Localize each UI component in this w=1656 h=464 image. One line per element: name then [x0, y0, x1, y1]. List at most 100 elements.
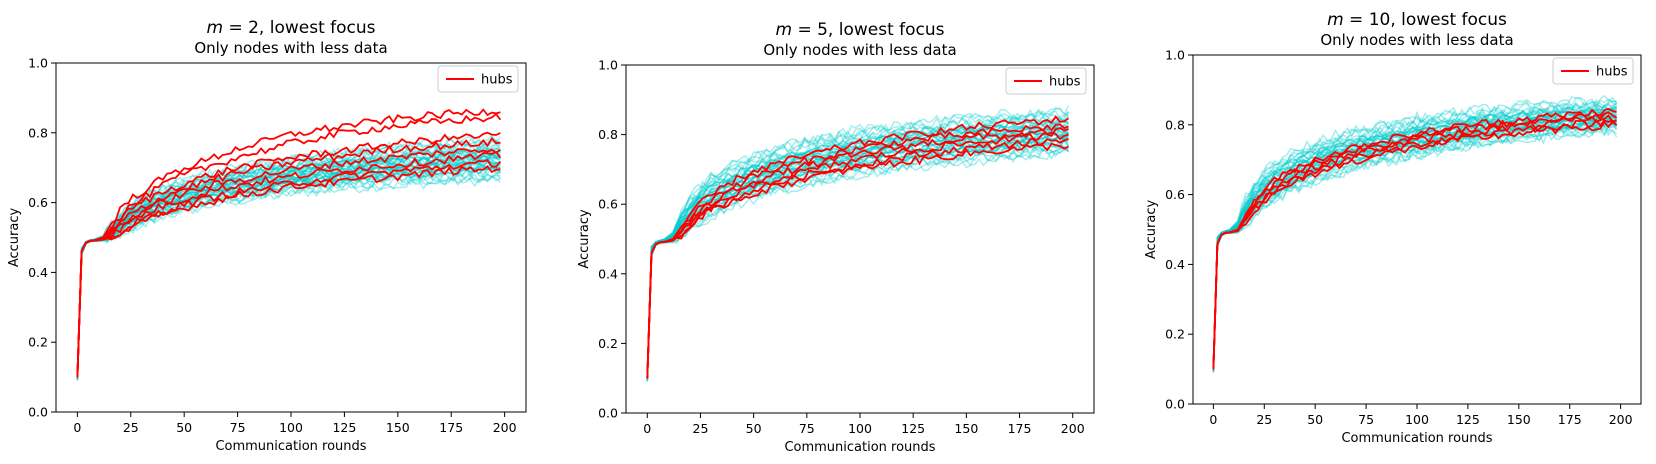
hub-series-line [76, 148, 501, 378]
y-axis-label: Accuracy [1144, 200, 1159, 260]
hub-series-line [76, 159, 502, 378]
x-tick-label: 25 [693, 421, 709, 436]
x-tick-label: 75 [230, 420, 246, 435]
x-tick-label: 175 [1558, 412, 1582, 427]
x-tick-label: 200 [1061, 421, 1085, 436]
hub-series-line [76, 131, 501, 378]
chart-panel-2: 0 25 50 75 100 125 150 175 200 0.0 0.2 0.4 0.6 0.8 1.0… [577, 20, 1095, 455]
legend-box [1552, 57, 1634, 85]
chart-panel-1: 0 25 50 75 100 125 150 175 200 0.0 0.2 0.4 0.6 0.8 1.0… [7, 18, 527, 454]
others-line [1212, 128, 1618, 373]
others-line [646, 120, 1069, 377]
chart-panel-3: 0 25 50 75 100 125 150 175 200 0.0 0.2 0.4 0.6 0.8 1.0… [1144, 10, 1642, 446]
hub-series-line [76, 137, 501, 378]
legend-label: hubs [1049, 75, 1081, 90]
others-line [1212, 98, 1617, 367]
chart-title-variable: m [775, 20, 792, 40]
y-tick-label: 0.8 [28, 125, 48, 140]
hub-series-line [76, 150, 502, 378]
others-line [1212, 101, 1618, 367]
axes-frame [55, 62, 527, 413]
chart-subtitle: Only nodes with less data [194, 39, 387, 57]
x-tick-label: 125 [332, 420, 356, 435]
hub-series-line [76, 108, 501, 378]
x-axis-label: Communication rounds [1341, 431, 1492, 446]
x-tick-label: 150 [1507, 412, 1531, 427]
y-tick-label: 0.6 [28, 195, 48, 210]
others-line [646, 105, 1070, 375]
others-line [1212, 114, 1618, 371]
plot-area [76, 108, 502, 381]
others-line [646, 144, 1070, 381]
x-tick-label: 0 [73, 420, 81, 435]
hub-series-line [646, 131, 1069, 379]
others-line [76, 173, 501, 381]
y-tick-label: 0.2 [28, 335, 48, 350]
hub-series-line [76, 165, 501, 378]
others-line [1212, 120, 1618, 371]
x-tick-label: 0 [643, 421, 651, 436]
y-tick-label: 1.0 [598, 58, 618, 73]
others-line [646, 134, 1070, 380]
others-line [646, 110, 1070, 376]
hub-series-line [646, 142, 1069, 379]
others-line [646, 110, 1070, 376]
others-line [76, 148, 501, 376]
y-tick-label: 0.8 [598, 127, 618, 142]
x-tick-label: 150 [954, 421, 978, 436]
y-tick-label: 0.4 [1165, 257, 1185, 272]
x-tick-label: 200 [493, 420, 517, 435]
x-axis-label: Communication rounds [215, 439, 366, 454]
chart-title: m = 5, lowest focus [775, 20, 944, 40]
others-line [646, 147, 1069, 382]
chart-title-text: = 2, lowest focus [223, 18, 376, 38]
y-tick-label: 1.0 [28, 56, 48, 71]
x-tick-label: 200 [1609, 412, 1633, 427]
x-tick-label: 100 [848, 421, 872, 436]
chart-subtitle: Only nodes with less data [763, 41, 956, 59]
hub-series-line [1212, 118, 1618, 370]
chart-subtitle: Only nodes with less data [1320, 31, 1513, 49]
x-tick-label: 175 [439, 420, 463, 435]
hub-series-line [76, 112, 502, 378]
others-line [1212, 123, 1618, 373]
others-line [1212, 104, 1618, 368]
legend-label: hubs [1596, 65, 1628, 80]
x-tick-label: 125 [901, 421, 925, 436]
x-tick-label: 50 [176, 420, 192, 435]
y-tick-label: 0.0 [28, 405, 48, 420]
hub-series-line [1212, 114, 1617, 370]
x-tick-label: 50 [1307, 412, 1323, 427]
hub-series-line [646, 115, 1069, 379]
chart-title: m = 10, lowest focus [1327, 10, 1507, 30]
chart-title-text: = 5, lowest focus [792, 20, 945, 40]
y-tick-label: 0.4 [598, 266, 618, 281]
x-tick-label: 100 [1405, 412, 1429, 427]
x-tick-label: 50 [746, 421, 762, 436]
y-axis-label: Accuracy [7, 208, 22, 268]
legend-box [437, 65, 519, 93]
x-tick-label: 75 [1358, 412, 1374, 427]
x-tick-label: 75 [799, 421, 815, 436]
hub-series-line [646, 123, 1069, 379]
others-line [646, 108, 1069, 376]
chart-title-variable: m [1327, 10, 1344, 30]
y-tick-label: 0.6 [598, 197, 618, 212]
legend-label: hubs [481, 73, 513, 88]
others-line [76, 172, 501, 381]
others-line [1212, 94, 1617, 366]
others-line [646, 133, 1070, 379]
plot-area [646, 105, 1070, 382]
legend-box [1005, 67, 1087, 95]
y-axis-label: Accuracy [577, 209, 592, 269]
others-line [1212, 98, 1617, 367]
others-line [1212, 125, 1617, 373]
others-line [76, 157, 501, 378]
plot-area [1212, 94, 1618, 373]
x-tick-label: 125 [1456, 412, 1480, 427]
y-tick-label: 0.2 [598, 336, 618, 351]
others-line [1212, 114, 1618, 370]
others-line [1212, 120, 1618, 372]
others-line [646, 146, 1070, 382]
